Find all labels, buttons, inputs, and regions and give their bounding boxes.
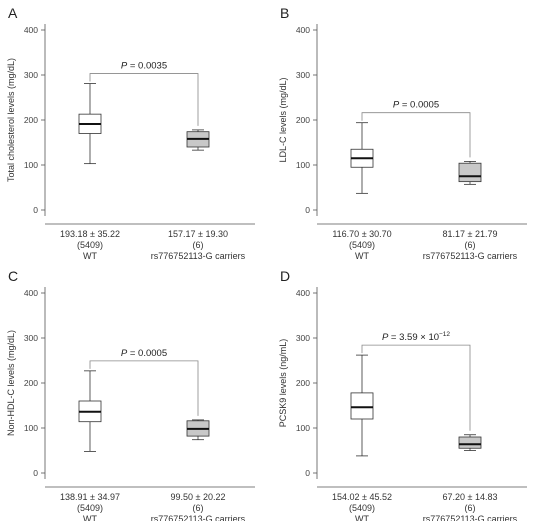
category-stat: 193.18 ± 35.22 [60, 229, 120, 239]
y-tick-label: 200 [24, 115, 38, 125]
category-label-carriers: 67.20 ± 14.83(6)rs776752113-G carriers [423, 492, 518, 521]
panel-a: A 0 100 200 300 400 Total cholesterol levels (… [6, 5, 255, 261]
category-stat: 154.02 ± 45.52 [332, 492, 392, 502]
p-value-prefix: P [382, 332, 389, 343]
category-n: (6) [465, 503, 476, 513]
panel-letter: B [280, 5, 289, 21]
box-carriers [458, 160, 482, 185]
y-tick-label: 400 [296, 288, 310, 298]
p-value-exponent: −12 [439, 331, 450, 338]
box-wt [350, 122, 374, 194]
category-stat: 138.91 ± 34.97 [60, 492, 120, 502]
y-tick-label: 0 [305, 205, 310, 215]
y-tick-label: 200 [296, 115, 310, 125]
y-tick-label: 400 [24, 288, 38, 298]
category-stat: 157.17 ± 19.30 [168, 229, 228, 239]
p-value-prefix: P [393, 100, 400, 111]
p-value-text: = 0.0005 [399, 100, 439, 111]
box-wt [78, 370, 102, 452]
panel-letter: D [280, 268, 290, 284]
y-axis-title: PCSK9 levels (ng/mL) [278, 339, 288, 428]
category-n: (5409) [77, 240, 103, 250]
category-name: rs776752113-G carriers [423, 514, 518, 521]
y-axis-title: LDL-C levels (mg/dL) [278, 77, 288, 162]
y-axis-title: Total cholesterol levels (mg/dL) [6, 58, 16, 182]
panel-letter: A [8, 5, 18, 21]
p-value-text: = 0.0005 [127, 348, 167, 359]
category-n: (5409) [349, 503, 375, 513]
y-tick-label: 300 [24, 333, 38, 343]
y-tick-label: 100 [24, 423, 38, 433]
box-wt [78, 83, 102, 165]
category-label-wt: 193.18 ± 35.22(5409)WT [60, 229, 120, 261]
category-n: (5409) [77, 503, 103, 513]
y-tick-label: 300 [296, 333, 310, 343]
category-stat: 81.17 ± 21.79 [443, 229, 498, 239]
category-name: rs776752113-G carriers [151, 251, 246, 261]
y-tick-label: 0 [33, 205, 38, 215]
category-name: WT [83, 514, 97, 521]
category-label-carriers: 99.50 ± 20.22(6)rs776752113-G carriers [151, 492, 246, 521]
y-tick-label: 100 [296, 160, 310, 170]
panel-c: C 0 100 200 300 400 Non-HDL-C levels (mg/dL) P … [6, 268, 255, 521]
significance-bracket [89, 73, 199, 126]
y-tick-label: 400 [24, 25, 38, 35]
box-carriers [186, 419, 210, 441]
p-value-label: P = 3.59 × 10−12 [382, 331, 450, 343]
category-label-wt: 116.70 ± 30.70(5409)WT [332, 229, 391, 261]
category-stat: 99.50 ± 20.22 [171, 492, 226, 502]
p-value-text: = 3.59 × 10 [388, 332, 439, 343]
y-tick-label: 400 [296, 25, 310, 35]
iqr-box [458, 436, 482, 449]
panel-d: D 0 100 200 300 400 PCSK9 levels (ng/mL) P = 3.… [278, 268, 527, 521]
box-carriers [186, 129, 210, 151]
significance-bracket [89, 360, 199, 416]
y-tick-label: 200 [24, 378, 38, 388]
box-wt [350, 354, 374, 457]
y-tick-label: 0 [305, 468, 310, 478]
category-n: (6) [465, 240, 476, 250]
category-n: (6) [193, 240, 204, 250]
p-value-prefix: P [121, 61, 128, 72]
category-label-carriers: 157.17 ± 19.30(6)rs776752113-G carriers [151, 229, 246, 261]
y-tick-label: 100 [24, 160, 38, 170]
category-label-carriers: 81.17 ± 21.79(6)rs776752113-G carriers [423, 229, 518, 261]
y-tick-label: 300 [296, 70, 310, 80]
category-name: WT [355, 251, 369, 261]
p-value-label: P = 0.0035 [121, 61, 167, 72]
p-value-label: P = 0.0005 [393, 100, 439, 111]
iqr-box [458, 162, 482, 183]
category-n: (6) [193, 503, 204, 513]
p-value-text: = 0.0035 [127, 61, 167, 72]
iqr-box [350, 392, 374, 420]
category-name: rs776752113-G carriers [151, 514, 246, 521]
category-name: rs776752113-G carriers [423, 251, 518, 261]
category-stat: 67.20 ± 14.83 [443, 492, 498, 502]
box-carriers [458, 434, 482, 451]
y-tick-label: 300 [24, 70, 38, 80]
y-tick-label: 100 [296, 423, 310, 433]
significance-bracket [361, 344, 471, 431]
p-value-prefix: P [121, 348, 128, 359]
category-label-wt: 154.02 ± 45.52(5409)WT [332, 492, 392, 521]
category-label-wt: 138.91 ± 34.97(5409)WT [60, 492, 120, 521]
category-stat: 116.70 ± 30.70 [332, 229, 391, 239]
category-n: (5409) [349, 240, 375, 250]
p-value-label: P = 0.0005 [121, 348, 167, 359]
y-axis-title: Non-HDL-C levels (mg/dL) [6, 330, 16, 436]
y-tick-label: 0 [33, 468, 38, 478]
significance-bracket [361, 112, 471, 158]
y-tick-label: 200 [296, 378, 310, 388]
category-name: WT [355, 514, 369, 521]
category-name: WT [83, 251, 97, 261]
panel-b: B 0 100 200 300 400 LDL-C levels (mg/dL) P = 0.… [278, 5, 527, 261]
panel-letter: C [8, 268, 18, 284]
